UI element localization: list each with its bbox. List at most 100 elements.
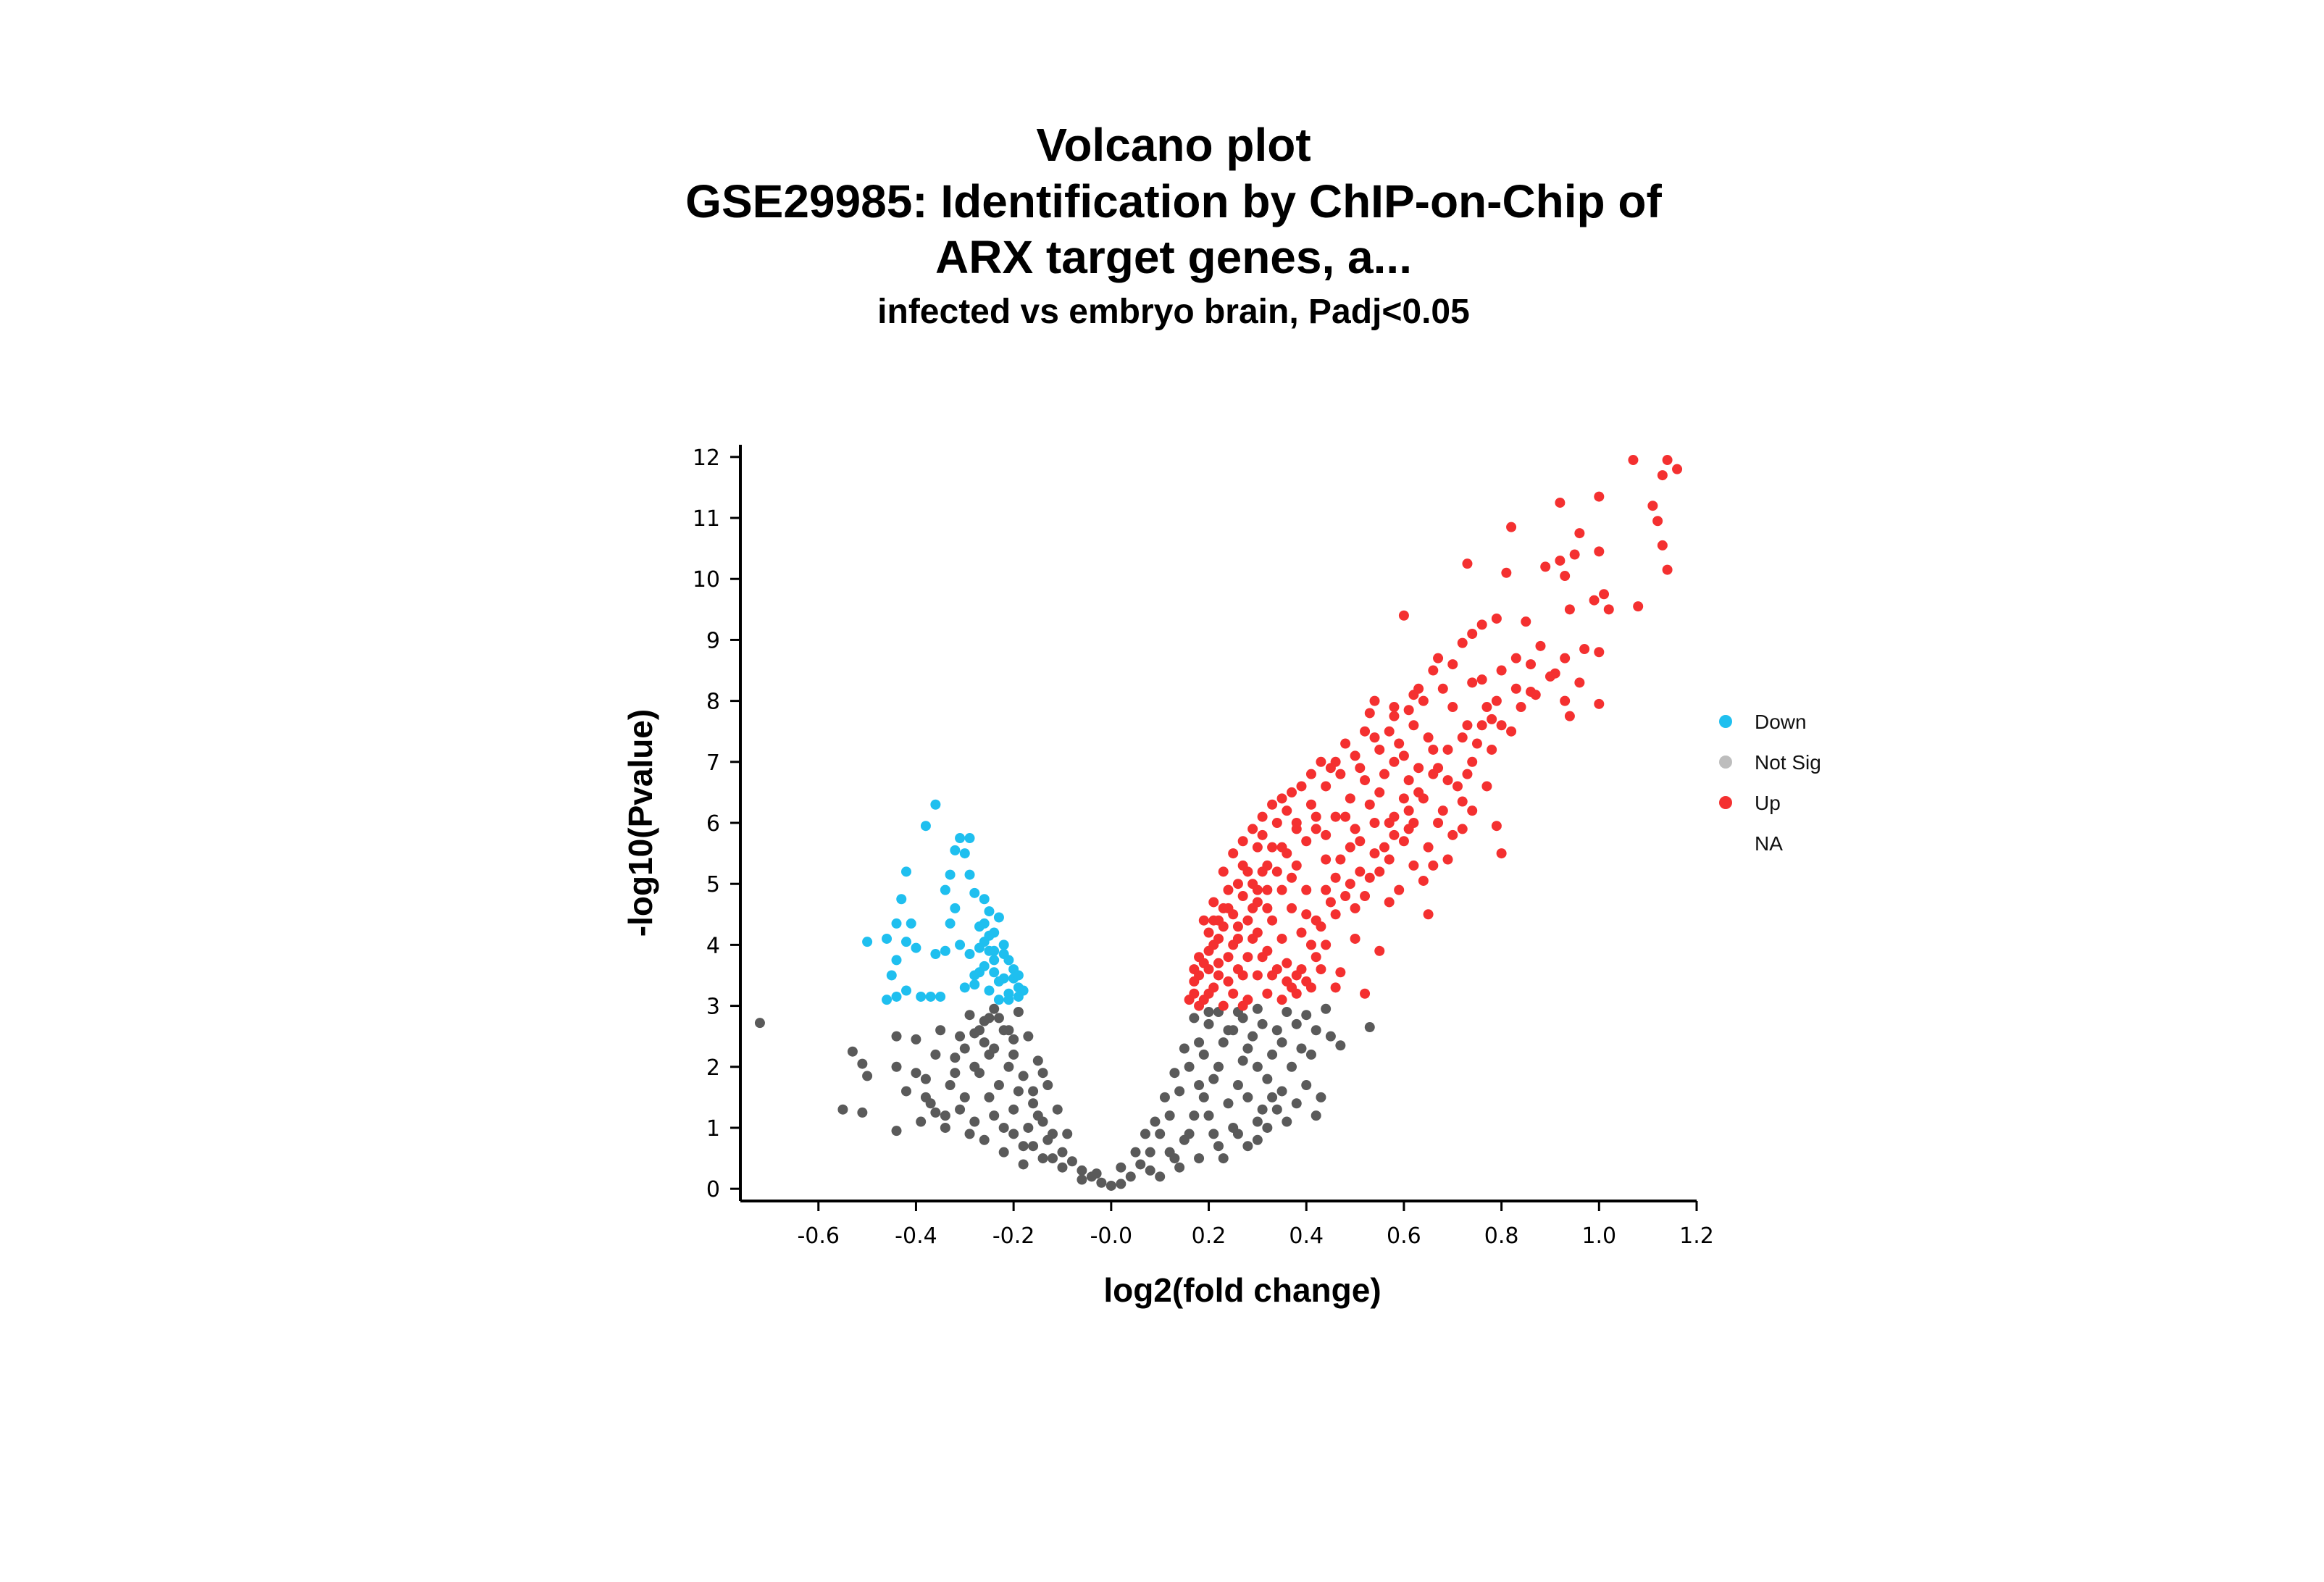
point-up-207 bbox=[1340, 811, 1351, 822]
point-not-sig-16 bbox=[950, 1052, 961, 1063]
point-up-261 bbox=[1305, 769, 1316, 779]
point-up-85 bbox=[1305, 799, 1316, 810]
point-up-51 bbox=[1506, 726, 1517, 737]
point-up-167 bbox=[1389, 756, 1400, 767]
point-up-243 bbox=[1252, 884, 1263, 895]
point-up-136 bbox=[1379, 769, 1389, 779]
point-up-79 bbox=[1447, 829, 1458, 840]
legend-key-up bbox=[1719, 796, 1732, 809]
x-tick-label-8: 1.0 bbox=[1581, 1223, 1616, 1249]
point-up-202 bbox=[1257, 829, 1268, 840]
title-line-2: GSE29985: Identification by ChIP-on-Chip… bbox=[685, 175, 1662, 227]
point-not-sig-31 bbox=[1096, 1177, 1107, 1188]
point-not-sig-102 bbox=[964, 1129, 975, 1139]
point-down-35 bbox=[886, 970, 897, 981]
point-up-175 bbox=[1447, 659, 1458, 670]
point-up-9 bbox=[1574, 528, 1585, 539]
point-up-12 bbox=[1569, 549, 1580, 560]
point-down-12 bbox=[896, 894, 907, 905]
point-down-3 bbox=[964, 833, 975, 844]
point-not-sig-35 bbox=[1135, 1159, 1146, 1170]
point-not-sig-0 bbox=[754, 1018, 765, 1029]
point-down-7 bbox=[945, 869, 956, 880]
point-up-215 bbox=[1457, 824, 1468, 834]
point-not-sig-46 bbox=[1252, 1061, 1263, 1072]
legend-key-down bbox=[1719, 715, 1732, 728]
point-up-61 bbox=[1428, 860, 1439, 871]
point-not-sig-139 bbox=[1013, 1086, 1024, 1097]
point-not-sig-23 bbox=[1018, 1071, 1029, 1081]
point-not-sig-108 bbox=[1023, 1122, 1034, 1133]
point-not-sig-107 bbox=[993, 1080, 1004, 1091]
point-not-sig-27 bbox=[1057, 1147, 1068, 1158]
point-down-62 bbox=[1013, 970, 1024, 981]
point-down-11 bbox=[979, 894, 990, 905]
point-up-119 bbox=[1276, 995, 1287, 1005]
point-down-25 bbox=[940, 945, 950, 956]
point-up-83 bbox=[1330, 811, 1341, 822]
point-up-22 bbox=[1633, 601, 1644, 612]
point-not-sig-37 bbox=[1155, 1129, 1166, 1139]
point-not-sig-79 bbox=[1062, 1129, 1073, 1139]
point-up-163 bbox=[1335, 769, 1346, 779]
point-up-234 bbox=[1345, 879, 1355, 890]
point-not-sig-67 bbox=[998, 1147, 1009, 1158]
point-up-253 bbox=[1218, 866, 1229, 877]
point-not-sig-88 bbox=[1287, 1061, 1297, 1072]
y-tick-label-10: 10 bbox=[693, 567, 720, 593]
point-up-208 bbox=[1355, 836, 1366, 847]
point-up-209 bbox=[1369, 818, 1380, 828]
point-not-sig-114 bbox=[1130, 1147, 1141, 1158]
x-tick-label-4: 0.2 bbox=[1192, 1223, 1226, 1249]
point-up-125 bbox=[1218, 1000, 1229, 1011]
point-not-sig-4 bbox=[837, 1104, 848, 1115]
y-tick-label-8: 8 bbox=[706, 690, 720, 715]
point-not-sig-61 bbox=[1213, 1141, 1224, 1152]
point-not-sig-49 bbox=[1291, 1098, 1302, 1109]
y-tick-label-7: 7 bbox=[706, 750, 720, 776]
point-up-64 bbox=[1423, 909, 1434, 920]
x-tick-label-7: 0.8 bbox=[1484, 1223, 1519, 1249]
point-up-183 bbox=[1262, 860, 1273, 871]
point-up-87 bbox=[1282, 805, 1292, 816]
point-up-266 bbox=[1408, 690, 1419, 700]
point-down-38 bbox=[959, 982, 970, 993]
point-down-49 bbox=[993, 976, 1004, 987]
legend-label-na: NA bbox=[1755, 832, 1783, 855]
point-not-sig-130 bbox=[1228, 1122, 1239, 1133]
point-up-15 bbox=[1662, 564, 1673, 575]
point-up-133 bbox=[1335, 854, 1346, 865]
point-not-sig-161 bbox=[1257, 1104, 1268, 1115]
point-not-sig-122 bbox=[1223, 1025, 1234, 1036]
point-not-sig-129 bbox=[1282, 1116, 1292, 1127]
point-up-220 bbox=[1516, 702, 1526, 713]
point-not-sig-162 bbox=[1271, 1025, 1282, 1036]
point-down-9 bbox=[940, 884, 950, 895]
point-not-sig-8 bbox=[911, 1034, 921, 1045]
point-up-205 bbox=[1301, 884, 1312, 895]
point-up-251 bbox=[1198, 915, 1209, 926]
point-down-41 bbox=[891, 991, 902, 1002]
point-not-sig-136 bbox=[1057, 1162, 1068, 1173]
point-up-144 bbox=[1369, 848, 1380, 859]
x-tick-label-0: -0.6 bbox=[797, 1223, 840, 1249]
point-not-sig-70 bbox=[959, 1092, 970, 1102]
point-up-142 bbox=[1398, 793, 1409, 804]
point-down-1 bbox=[920, 821, 931, 832]
point-up-225 bbox=[1491, 695, 1502, 706]
point-not-sig-156 bbox=[1037, 1068, 1048, 1079]
point-not-sig-76 bbox=[1032, 1055, 1043, 1066]
point-not-sig-143 bbox=[993, 1013, 1004, 1024]
point-up-130 bbox=[1282, 958, 1292, 968]
point-up-231 bbox=[1389, 829, 1400, 840]
point-not-sig-123 bbox=[1237, 1055, 1248, 1066]
point-not-sig-69 bbox=[969, 1116, 980, 1127]
point-up-259 bbox=[1276, 793, 1287, 804]
point-not-sig-126 bbox=[1311, 1025, 1321, 1036]
point-up-75 bbox=[1398, 750, 1409, 761]
point-not-sig-82 bbox=[1208, 1074, 1219, 1084]
legend-key-not-sig bbox=[1719, 756, 1732, 769]
point-not-sig-95 bbox=[1203, 1110, 1214, 1121]
point-up-19 bbox=[1599, 589, 1610, 600]
